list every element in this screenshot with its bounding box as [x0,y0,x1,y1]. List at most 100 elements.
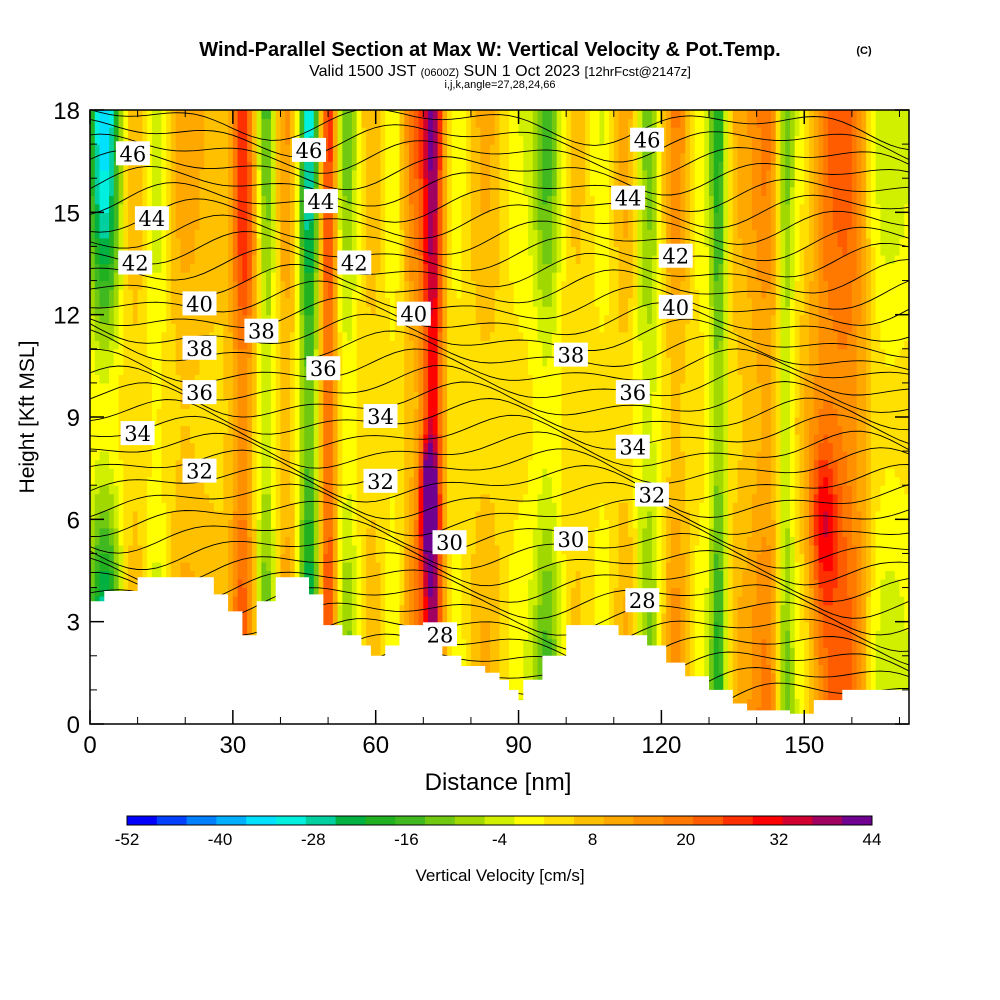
velocity-cell [399,459,405,469]
velocity-cell [394,553,401,563]
velocity-cell [347,399,353,410]
velocity-cell [161,519,167,529]
velocity-cell [142,502,148,512]
velocity-cell [251,391,258,401]
velocity-cell [256,306,263,316]
velocity-cell [132,323,139,333]
velocity-cell [370,203,377,213]
velocity-cell [313,553,320,563]
velocity-cell [266,357,272,367]
velocity-cell [223,485,229,495]
velocity-cell [261,468,267,478]
velocity-cell [170,510,177,520]
velocity-cell [213,374,220,384]
velocity-cell [142,485,148,495]
velocity-cell [380,127,386,137]
velocity-cell [232,314,239,324]
velocity-cell [204,365,210,375]
velocity-cell [285,280,291,290]
velocity-cell [170,161,177,171]
velocity-cell [299,451,305,461]
velocity-cell [409,459,415,469]
velocity-cell [323,237,329,248]
velocity-cell [194,220,201,230]
velocity-cell [361,203,367,213]
velocity-cell [166,169,172,179]
velocity-cell [389,203,396,213]
velocity-cell [389,289,396,299]
velocity-cell [389,246,396,256]
velocity-cell [151,348,158,358]
velocity-cell [413,596,420,606]
velocity-cell [251,451,258,461]
velocity-cell [356,399,363,410]
velocity-cell [209,127,215,137]
velocity-cell [366,638,372,648]
velocity-cell [223,579,229,589]
velocity-cell [347,527,353,537]
velocity-cell [285,272,291,282]
velocity-cell [166,246,172,256]
velocity-cell [361,561,367,572]
velocity-cell [218,161,224,171]
velocity-cell [175,425,182,435]
velocity-cell [199,263,205,273]
velocity-cell [94,110,101,120]
velocity-cell [180,272,186,282]
velocity-cell [113,186,120,196]
velocity-cell [285,502,291,512]
velocity-cell [94,527,101,537]
velocity-cell [332,118,339,128]
velocity-cell [351,306,358,316]
velocity-cell [347,493,353,503]
velocity-cell [237,365,243,375]
velocity-cell [280,476,286,486]
velocity-cell [275,237,282,248]
velocity-cell [180,203,186,213]
velocity-cell [175,272,182,282]
velocity-cell [318,340,324,350]
velocity-cell [94,485,101,495]
velocity-cell [304,323,310,333]
velocity-cell [142,289,148,299]
velocity-cell [256,127,263,137]
velocity-cell [142,340,148,350]
velocity-cell [109,357,115,367]
velocity-cell [166,417,172,427]
velocity-cell [404,220,410,230]
velocity-cell [375,357,382,367]
velocity-cell [361,425,367,435]
velocity-cell [275,459,282,469]
velocity-cell [223,280,229,290]
velocity-cell [351,399,358,410]
velocity-cell [275,485,282,495]
velocity-cell [370,544,377,555]
velocity-cell [90,186,96,196]
velocity-cell [404,468,410,478]
velocity-cell [161,544,167,555]
velocity-cell [332,254,339,265]
velocity-cell [147,502,153,512]
velocity-cell [104,391,110,401]
velocity-cell [299,127,305,137]
velocity-cell [413,519,420,529]
velocity-cell [361,135,367,145]
velocity-cell [232,596,239,606]
velocity-cell [342,510,348,520]
velocity-cell [266,186,272,196]
velocity-cell [156,417,163,427]
velocity-cell [228,118,234,128]
velocity-cell [156,161,163,171]
velocity-cell [180,519,186,529]
velocity-cell [375,391,382,401]
velocity-cell [199,186,205,196]
velocity-cell [304,561,310,572]
velocity-cell [137,169,143,179]
velocity-cell [356,621,363,631]
velocity-cell [399,331,405,341]
velocity-cell [313,118,320,128]
velocity-cell [361,502,367,512]
velocity-cell [213,314,220,324]
velocity-cell [361,374,367,384]
velocity-cell [385,587,391,597]
